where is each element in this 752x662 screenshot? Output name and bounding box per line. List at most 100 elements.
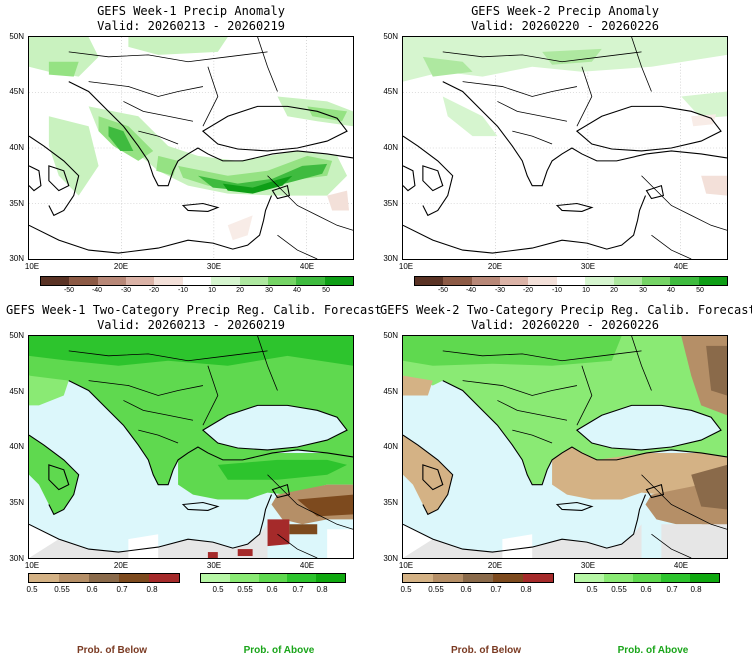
panel1-map-svg (29, 37, 353, 259)
panel3-lon-40: 40E (299, 561, 315, 570)
panel1-scale-label: -50 (63, 287, 75, 294)
panel4-lat-50: 50N (383, 331, 398, 340)
panel4-below-colorbar (402, 573, 554, 583)
panel1-title: GEFS Week-1 Precip Anomaly (97, 4, 285, 18)
panel2-scale-label: 30 (639, 287, 647, 294)
panel1-scale-label: 30 (265, 287, 273, 294)
panel3-above-label: 0.7 (292, 585, 304, 594)
panel2-map-week2-anomaly (402, 36, 728, 260)
panel2-scale-label: 20 (610, 287, 618, 294)
panel4-lon-40: 40E (673, 561, 689, 570)
panel1-scale-label: -30 (120, 287, 132, 294)
panel3-lat-45: 45N (9, 387, 24, 396)
panel4-below-label: 0.5 (400, 585, 412, 594)
panel2-lat-35: 35N (383, 199, 398, 208)
panel3-title: GEFS Week-1 Two-Category Precip Reg. Cal… (6, 303, 382, 317)
panel4-above-colorbar (574, 573, 720, 583)
panel3-above-label: 0.6 (266, 585, 278, 594)
panel1-scale-label: 10 (208, 287, 216, 294)
panel2-valid: Valid: 20260220 - 20260226 (471, 19, 659, 33)
panel1-scale-label: 20 (236, 287, 244, 294)
panel4-below-label: 0.55 (428, 585, 444, 594)
panel3-above-colorbar (200, 573, 346, 583)
panel3-prob-below-title: Prob. of Below (77, 645, 147, 656)
panel3-below-label: 0.6 (86, 585, 98, 594)
panel1-lon-40: 40E (299, 262, 315, 271)
panel2-scale-label: -50 (437, 287, 449, 294)
panel1-scale-label: -20 (148, 287, 160, 294)
panel4-lat-30: 30N (383, 554, 398, 563)
panel4-valid: Valid: 20260220 - 20260226 (471, 318, 659, 332)
panel3-lat-50: 50N (9, 331, 24, 340)
panel3-below-label: 0.8 (146, 585, 158, 594)
panel3-below-label: 0.5 (26, 585, 38, 594)
panel2-scale-label: -40 (465, 287, 477, 294)
panel2-anomaly-colorbar (414, 276, 728, 286)
panel2-lat-45: 45N (383, 87, 398, 96)
panel1-valid: Valid: 20260213 - 20260219 (97, 19, 285, 33)
panel3-lat-35: 35N (9, 498, 24, 507)
panel3-above-label: 0.8 (316, 585, 328, 594)
panel4-lon-10: 10E (398, 561, 414, 570)
panel1-lon-30: 30E (206, 262, 222, 271)
panel2-scale-label: -20 (522, 287, 534, 294)
panel4-above-label: 0.6 (640, 585, 652, 594)
panel3-above-label: 0.55 (237, 585, 253, 594)
panel2-lon-10: 10E (398, 262, 414, 271)
panel1-scale-label: -10 (177, 287, 189, 294)
panel4-lat-40: 40N (383, 442, 398, 451)
panel3-below-label: 0.55 (54, 585, 70, 594)
panel1-scale-label: 50 (322, 287, 330, 294)
panel4-prob-above-title: Prob. of Above (617, 645, 689, 656)
panel1-scale-label: -40 (91, 287, 103, 294)
panel2-scale-label: -10 (551, 287, 563, 294)
panel3-below-label: 0.7 (116, 585, 128, 594)
panel4-map-svg (403, 336, 727, 558)
panel1-lat-35: 35N (9, 199, 24, 208)
panel4-lon-20: 20E (487, 561, 503, 570)
panel4-above-label: 0.8 (690, 585, 702, 594)
panel3-lon-20: 20E (113, 561, 129, 570)
panel3-map-week1-probability (28, 335, 354, 559)
panel2-lon-20: 20E (487, 262, 503, 271)
panel1-anomaly-colorbar (40, 276, 354, 286)
panel2-lat-50: 50N (383, 32, 398, 41)
panel4-above-label: 0.5 (586, 585, 598, 594)
panel2-scale-label: -30 (494, 287, 506, 294)
panel2-title: GEFS Week-2 Precip Anomaly (471, 4, 659, 18)
panel4-above-label: 0.55 (611, 585, 627, 594)
panel1-lat-30: 30N (9, 254, 24, 263)
panel4-prob-below-title: Prob. of Below (451, 645, 521, 656)
panel1-scale-label: 40 (293, 287, 301, 294)
panel3-prob-above-title: Prob. of Above (243, 645, 315, 656)
panel2-lat-40: 40N (383, 143, 398, 152)
panel1-map-week1-anomaly (28, 36, 354, 260)
panel4-below-label: 0.6 (460, 585, 472, 594)
panel4-below-label: 0.7 (490, 585, 502, 594)
panel1-lon-10: 10E (24, 262, 40, 271)
panel3-lon-30: 30E (206, 561, 222, 570)
panel4-lon-30: 30E (580, 561, 596, 570)
panel1-lat-45: 45N (9, 87, 24, 96)
panel2-lon-40: 40E (673, 262, 689, 271)
panel3-lat-40: 40N (9, 442, 24, 451)
panel1-lat-40: 40N (9, 143, 24, 152)
panel4-above-label: 0.7 (666, 585, 678, 594)
panel4-lat-45: 45N (383, 387, 398, 396)
panel4-map-week2-probability (402, 335, 728, 559)
panel2-lon-30: 30E (580, 262, 596, 271)
panel3-map-svg (29, 336, 353, 558)
panel3-lon-10: 10E (24, 561, 40, 570)
panel3-below-colorbar (28, 573, 180, 583)
panel3-above-label: 0.5 (212, 585, 224, 594)
panel4-title: GEFS Week-2 Two-Category Precip Reg. Cal… (380, 303, 752, 317)
panel2-scale-label: 10 (582, 287, 590, 294)
panel2-lat-30: 30N (383, 254, 398, 263)
panel3-valid: Valid: 20260213 - 20260219 (97, 318, 285, 332)
panel1-lon-20: 20E (113, 262, 129, 271)
panel3-lat-30: 30N (9, 554, 24, 563)
panel2-scale-label: 40 (667, 287, 675, 294)
panel2-scale-label: 50 (696, 287, 704, 294)
panel2-map-svg (403, 37, 727, 259)
panel4-lat-35: 35N (383, 498, 398, 507)
